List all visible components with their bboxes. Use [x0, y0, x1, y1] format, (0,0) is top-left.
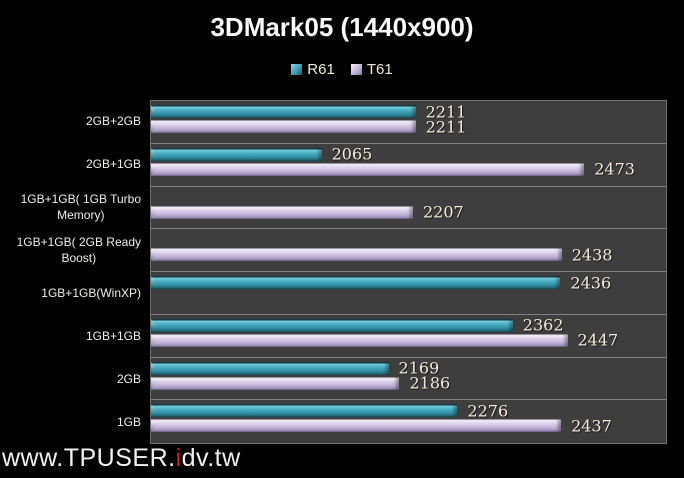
category-label: 2GB+1GB [85, 156, 141, 171]
r61-bar [151, 276, 561, 289]
r61-bar [151, 361, 389, 375]
bar-slot-r61: 2169 [151, 358, 666, 378]
category-label: 2GB+2GB [85, 113, 141, 128]
chart-row: 2211 2211 [151, 101, 666, 144]
watermark-prefix: www.TPUSER. [2, 444, 176, 472]
bar-slot-t61: 2447 [151, 330, 666, 350]
chart-row: 2276 2437 [151, 400, 666, 443]
data-label: 2169 [398, 358, 440, 378]
data-label: 2436 [570, 273, 612, 292]
t61-bar [151, 205, 413, 219]
t61-bar [151, 162, 585, 176]
bar-slot-r61: 2436 [151, 273, 666, 292]
chart-row: 2436 [151, 272, 666, 315]
t61-bar [151, 333, 568, 347]
data-label: 2362 [522, 315, 564, 335]
legend-swatch-r61-icon [291, 64, 303, 75]
bar-slot-r61: 2276 [151, 401, 666, 421]
bar-slot-t61: 2186 [151, 373, 666, 393]
watermark-red-letter: i [175, 444, 182, 472]
legend: R61 T61 [0, 61, 684, 78]
legend-label-t61: T61 [366, 61, 393, 78]
legend-label-r61: R61 [307, 61, 335, 78]
legend-swatch-t61-icon [350, 64, 362, 75]
r61-bar [151, 105, 416, 118]
data-label: 2473 [594, 159, 635, 179]
chart-row: 2169 2186 [151, 358, 666, 401]
t61-bar [151, 120, 416, 133]
t61-bar [151, 419, 562, 433]
bar-slot-t61 [151, 291, 666, 304]
category-label: 2GB [116, 371, 141, 386]
data-label: 2447 [577, 330, 619, 350]
r61-bar [151, 404, 458, 418]
data-label: 2211 [425, 117, 467, 136]
bar-slot-t61: 2207 [151, 202, 666, 222]
bar-slot-r61: 2065 [151, 144, 666, 164]
data-label: 2438 [571, 245, 613, 265]
legend-item-r61: R61 [291, 61, 335, 78]
data-label: 2437 [571, 416, 612, 436]
category-label: 1GB+1GB( 2GB Ready Boost) [16, 234, 141, 265]
bar-slot-t61: 2473 [151, 159, 666, 179]
bar-slot-r61 [151, 191, 666, 204]
t61-bar [151, 248, 562, 262]
data-label: 2211 [425, 102, 467, 121]
bar-slot-r61: 2211 [151, 102, 666, 121]
data-label: 2186 [409, 373, 451, 393]
data-label: 2207 [423, 202, 464, 222]
chart-row: 2065 2473 [151, 144, 666, 187]
chart-title: 3DMark05 (1440x900) [210, 12, 474, 42]
r61-bar [151, 147, 322, 161]
category-label: 1GB+1GB [85, 328, 141, 343]
data-label: 2276 [467, 401, 509, 421]
data-label: 2065 [331, 144, 373, 164]
chart-row: 2207 [151, 187, 666, 230]
category-label: 1GB+1GB( 1GB Turbo Memory) [20, 191, 141, 222]
category-label: 1GB+1GB(WinXP) [41, 285, 141, 300]
t61-bar [151, 376, 400, 390]
bar-slot-t61: 2438 [151, 245, 666, 265]
bar-slot-r61: 2362 [151, 315, 666, 335]
watermark-suffix: dv.tw [181, 444, 241, 472]
r61-bar [151, 318, 513, 332]
bar-slot-t61: 2437 [151, 416, 666, 436]
plot-area: 2211 2211 2065 2473 2207 2438 2436 2362 2447 2169… [150, 100, 667, 444]
chart-row: 2438 [151, 229, 666, 272]
category-axis: 2GB+2GB 2GB+1GB 1GB+1GB( 1GB Turbo Memory)… [0, 100, 141, 444]
bar-slot-t61: 2211 [151, 117, 666, 136]
category-label: 1GB [116, 414, 141, 429]
watermark: www.TPUSER.idv.tw [2, 444, 241, 473]
chart-row: 2362 2447 [151, 315, 666, 358]
legend-item-t61: T61 [350, 61, 393, 78]
